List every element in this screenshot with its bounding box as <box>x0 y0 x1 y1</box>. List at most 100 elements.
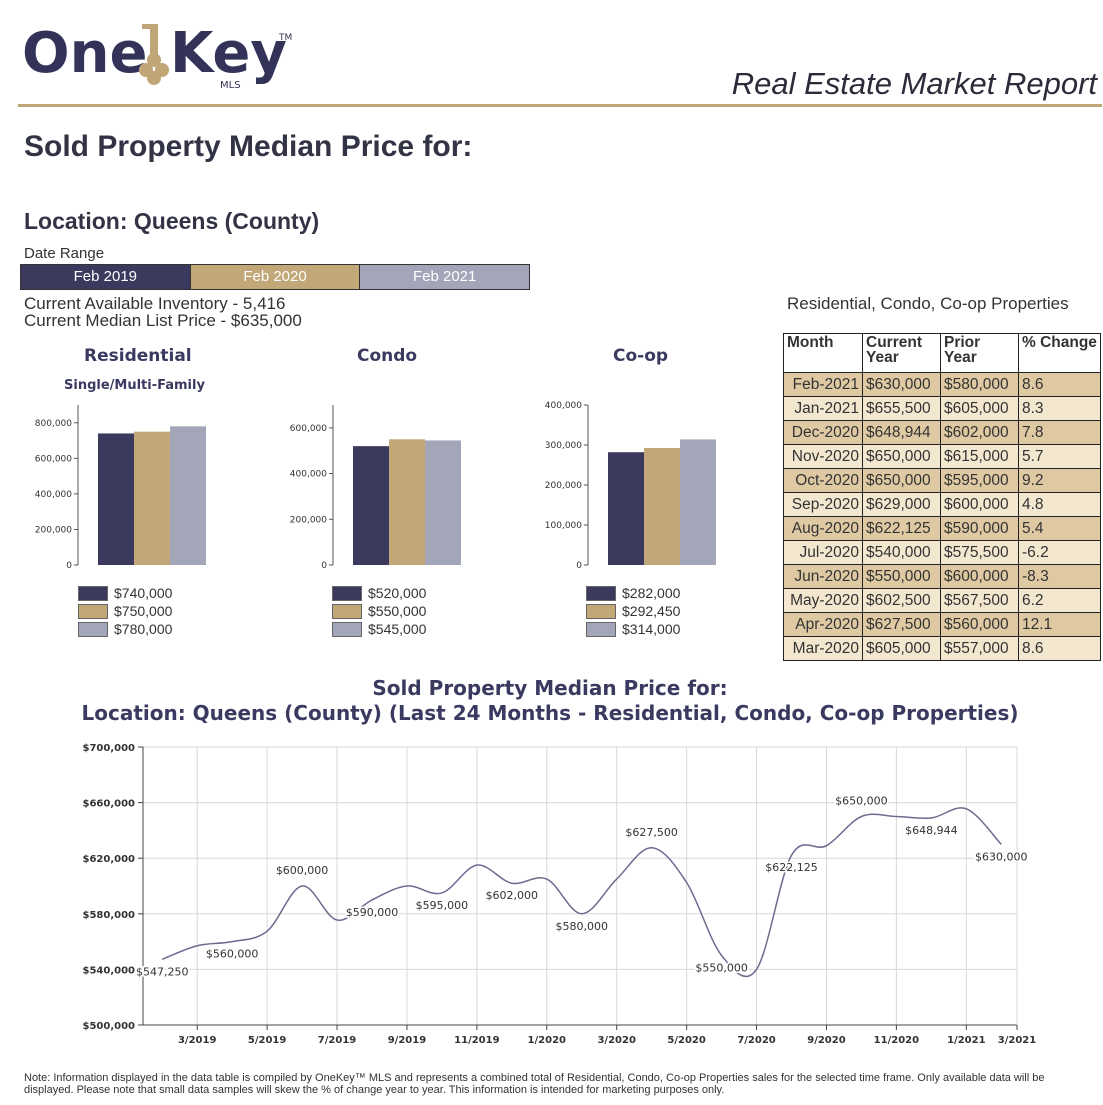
cell-month: Apr-2020 <box>783 612 863 637</box>
legend-value: $314,000 <box>622 621 681 637</box>
y-tick-label: $580,000 <box>82 910 135 921</box>
cell-percent-change: -8.3 <box>1018 564 1101 589</box>
y-tick-label: 200,000 <box>35 525 72 535</box>
table-row: Aug-2020 $622,125 $590,000 5.4 <box>783 516 1101 541</box>
col-current-year: Current Year <box>862 333 941 373</box>
cell-prior-year: $602,000 <box>940 420 1019 445</box>
table-row: Oct-2020 $650,000 $595,000 9.2 <box>783 468 1101 493</box>
legend-swatch-feb2021 <box>586 621 616 637</box>
line-chart-title-line1: Sold Property Median Price for: <box>372 676 728 700</box>
residential-legend: $740,000 $750,000 $780,000 <box>78 584 172 638</box>
date-period-1: Feb 2019 <box>21 265 190 289</box>
cell-month: Nov-2020 <box>783 444 863 469</box>
residential-bar-chart: 0 200,000 400,000 600,000 800,000 <box>35 405 206 571</box>
cell-percent-change: 4.8 <box>1018 492 1101 517</box>
cell-month: Sep-2020 <box>783 492 863 517</box>
y-tick-label: 400,000 <box>35 490 72 500</box>
y-tick-label: 0 <box>321 561 327 571</box>
logo-tm: TM <box>278 33 292 43</box>
legend-value: $292,450 <box>622 603 681 619</box>
cell-current-year: $630,000 <box>862 372 941 397</box>
y-tick-label: $660,000 <box>82 799 135 810</box>
y-tick-label: 600,000 <box>35 454 72 464</box>
date-period-3: Feb 2021 <box>359 265 530 289</box>
legend-swatch-feb2020 <box>332 603 362 619</box>
legend-value: $750,000 <box>114 603 173 619</box>
y-tick-label: 0 <box>576 561 582 571</box>
cell-prior-year: $560,000 <box>940 612 1019 637</box>
cell-prior-year: $567,500 <box>940 588 1019 613</box>
data-point-label: $627,500 <box>625 826 678 839</box>
legend-swatch-feb2020 <box>78 603 108 619</box>
x-tick-label: 5/2020 <box>667 1035 705 1046</box>
residential-chart-title: Residential <box>84 346 192 366</box>
table-row: Nov-2020 $650,000 $615,000 5.7 <box>783 444 1101 469</box>
data-point-label: $600,000 <box>276 864 329 877</box>
cell-current-year: $602,500 <box>862 588 941 613</box>
x-tick-label: 3/2021 <box>998 1035 1036 1046</box>
legend-swatch-feb2021 <box>332 621 362 637</box>
bar-feb-2021 <box>170 426 206 565</box>
cell-percent-change: 7.8 <box>1018 420 1101 445</box>
bar-feb-2021 <box>425 440 461 565</box>
condo-chart-title: Condo <box>357 346 418 366</box>
cell-percent-change: -6.2 <box>1018 540 1101 565</box>
data-point-label: $630,000 <box>975 850 1028 863</box>
cell-current-year: $627,500 <box>862 612 941 637</box>
line-chart-title-line2: Location: Queens (County) (Last 24 Month… <box>81 701 1019 725</box>
y-tick-label: $700,000 <box>82 743 135 754</box>
data-point-label: $590,000 <box>346 906 399 919</box>
bar-feb-2019 <box>98 433 134 565</box>
table-caption: Residential, Condo, Co-op Properties <box>787 294 1069 313</box>
available-inventory: Current Available Inventory - 5,416 <box>24 294 286 313</box>
bar-feb-2021 <box>680 439 716 565</box>
bar-feb-2020 <box>389 439 425 565</box>
y-tick-label: 200,000 <box>290 515 327 525</box>
x-tick-label: 5/2019 <box>248 1035 286 1046</box>
col-month: Month <box>783 333 863 373</box>
y-tick-label: 100,000 <box>545 521 582 531</box>
inventory-info: Current Available Inventory - 5,416 Curr… <box>24 295 302 329</box>
logo-one-text: One <box>22 21 147 86</box>
bar-feb-2020 <box>644 448 680 565</box>
y-tick-label: $540,000 <box>82 965 135 976</box>
date-period-2: Feb 2020 <box>189 265 360 289</box>
page-title: Sold Property Median Price for: <box>24 130 473 163</box>
cell-prior-year: $615,000 <box>940 444 1019 469</box>
x-tick-label: 11/2020 <box>874 1035 919 1046</box>
price-table: Month Current Year Prior Year % Change F… <box>783 333 1101 661</box>
legend-value: $520,000 <box>368 585 427 601</box>
cell-prior-year: $557,000 <box>940 636 1019 661</box>
y-tick-label: 400,000 <box>545 401 582 411</box>
cell-current-year: $648,944 <box>862 420 941 445</box>
y-tick-label: 800,000 <box>35 419 72 429</box>
x-tick-label: 7/2020 <box>737 1035 775 1046</box>
date-range-bar: Feb 2019 Feb 2020 Feb 2021 <box>20 264 530 290</box>
legend-value: $545,000 <box>368 621 427 637</box>
coop-legend: $282,000 $292,450 $314,000 <box>586 584 680 638</box>
y-tick-label: $500,000 <box>82 1021 135 1032</box>
legend-value: $282,000 <box>622 585 681 601</box>
cell-current-year: $655,500 <box>862 396 941 421</box>
table-row: Dec-2020 $648,944 $602,000 7.8 <box>783 420 1101 445</box>
cell-current-year: $550,000 <box>862 564 941 589</box>
footer-note: Note: Information displayed in the data … <box>24 1072 1045 1096</box>
cell-percent-change: 8.6 <box>1018 372 1101 397</box>
legend-value: $550,000 <box>368 603 427 619</box>
condo-legend: $520,000 $550,000 $545,000 <box>332 584 426 638</box>
y-tick-label: 300,000 <box>545 441 582 451</box>
cell-current-year: $650,000 <box>862 468 941 493</box>
cell-percent-change: 8.6 <box>1018 636 1101 661</box>
cell-percent-change: 9.2 <box>1018 468 1101 493</box>
col-percent-change: % Change <box>1018 333 1101 373</box>
legend-swatch-feb2020 <box>586 603 616 619</box>
cell-current-year: $540,000 <box>862 540 941 565</box>
cell-current-year: $650,000 <box>862 444 941 469</box>
data-point-label: $602,000 <box>486 889 539 902</box>
x-tick-label: 7/2019 <box>318 1035 356 1046</box>
location-heading: Location: Queens (County) <box>24 208 320 234</box>
median-price-line-chart: $500,000 $540,000 $580,000 $620,000 $660,000… <box>82 743 1036 1046</box>
table-row: May-2020 $602,500 $567,500 6.2 <box>783 588 1101 613</box>
x-tick-label: 9/2019 <box>388 1035 426 1046</box>
header-rule <box>18 104 1102 107</box>
